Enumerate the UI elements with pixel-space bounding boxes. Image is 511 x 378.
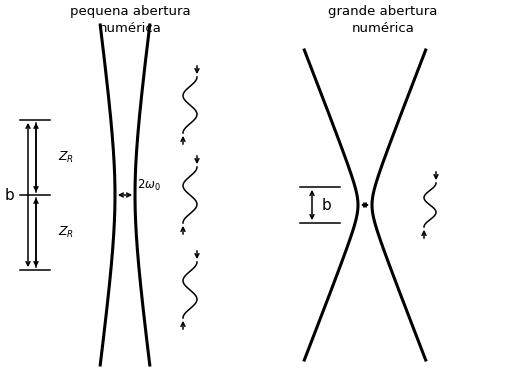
Text: $Z_R$: $Z_R$ <box>58 150 74 165</box>
Text: $2\omega_0$: $2\omega_0$ <box>137 177 161 192</box>
Text: b: b <box>5 187 15 203</box>
Text: grande abertura
numérica: grande abertura numérica <box>328 5 438 35</box>
Text: pequena abertura
numérica: pequena abertura numérica <box>69 5 190 35</box>
Text: $Z_R$: $Z_R$ <box>58 225 74 240</box>
Text: b: b <box>322 197 332 212</box>
